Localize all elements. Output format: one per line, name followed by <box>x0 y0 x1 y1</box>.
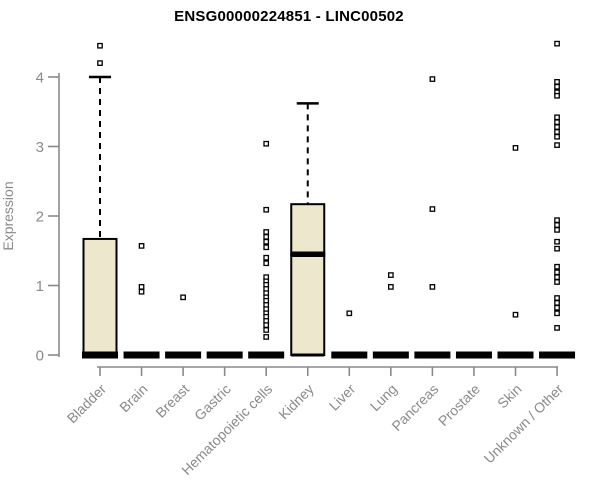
collapsed-box <box>248 351 285 359</box>
outlier-point <box>97 60 103 66</box>
outlier-point <box>554 245 560 252</box>
outlier-point <box>97 42 103 49</box>
collapsed-box <box>123 351 160 359</box>
outlier-point <box>263 327 270 333</box>
chart-title: ENSG00000224851 - LINC00502 <box>174 8 404 25</box>
outlier-point <box>554 92 560 99</box>
y-tick-label: 3 <box>36 139 44 156</box>
outlier-point <box>554 227 560 233</box>
outlier-point <box>138 284 145 290</box>
outlier-point <box>387 272 394 278</box>
outlier-point <box>554 217 560 224</box>
outlier-point <box>554 295 560 301</box>
collapsed-box <box>455 351 492 359</box>
collapsed-box <box>372 351 409 359</box>
outlier-point <box>346 310 353 317</box>
outlier-point <box>263 334 270 340</box>
x-category-label: Lung <box>367 381 400 414</box>
outlier-point <box>554 269 560 276</box>
outlier-point <box>263 244 270 251</box>
box-kidney <box>290 203 326 356</box>
outlier-point <box>138 288 145 295</box>
x-category-label: Liver <box>326 381 359 414</box>
y-tick-label: 0 <box>36 348 44 365</box>
outlier-point <box>554 222 560 228</box>
x-category-label: Unknown / Other <box>481 381 567 467</box>
outlier-point <box>554 142 560 148</box>
outlier-point <box>263 322 270 328</box>
outlier-point <box>554 310 560 317</box>
x-category-label: Bladder <box>64 381 110 427</box>
y-tick-label: 2 <box>36 209 44 226</box>
outlier-point <box>554 304 560 311</box>
collapsed-box <box>414 351 451 359</box>
outlier-point <box>138 243 145 249</box>
outlier-point <box>554 133 560 140</box>
outlier-point <box>554 279 560 285</box>
median-line <box>82 351 118 359</box>
outlier-point <box>263 206 270 213</box>
outlier-point <box>263 233 270 240</box>
outlier-point <box>554 40 560 47</box>
x-category-label: Prostate <box>435 381 483 429</box>
outlier-point <box>554 119 560 126</box>
outlier-point <box>429 284 436 290</box>
outlier-point <box>554 114 560 121</box>
outlier-point <box>263 140 270 147</box>
outlier-point <box>554 83 560 90</box>
collapsed-box <box>497 351 534 359</box>
x-category-label: Breast <box>152 381 192 421</box>
x-category-label: Kidney <box>275 381 317 423</box>
outlier-point <box>554 238 560 245</box>
outlier-point <box>554 129 560 135</box>
collapsed-box <box>206 351 243 359</box>
x-category-label: Skin <box>494 381 525 412</box>
outlier-point <box>429 206 436 212</box>
outlier-point <box>180 294 186 301</box>
outlier-point <box>554 263 560 270</box>
outlier-point <box>554 274 560 281</box>
outlier-point <box>263 254 270 261</box>
collapsed-box <box>165 351 202 359</box>
collapsed-box <box>331 351 368 359</box>
outlier-point <box>263 238 270 245</box>
y-tick-label: 1 <box>36 278 44 295</box>
collapsed-box <box>539 351 576 359</box>
outlier-point <box>554 79 560 85</box>
outlier-point <box>512 311 519 318</box>
box-bladder <box>82 237 118 356</box>
outlier-point <box>512 145 519 151</box>
outlier-point <box>263 260 270 267</box>
x-category-label: Brain <box>116 381 150 415</box>
outlier-point <box>554 325 560 331</box>
outlier-point <box>554 124 560 130</box>
outlier-point <box>429 76 436 82</box>
outlier-point <box>387 284 394 290</box>
outlier-point <box>554 300 560 306</box>
y-tick-label: 4 <box>36 70 44 87</box>
outlier-point <box>263 229 270 235</box>
